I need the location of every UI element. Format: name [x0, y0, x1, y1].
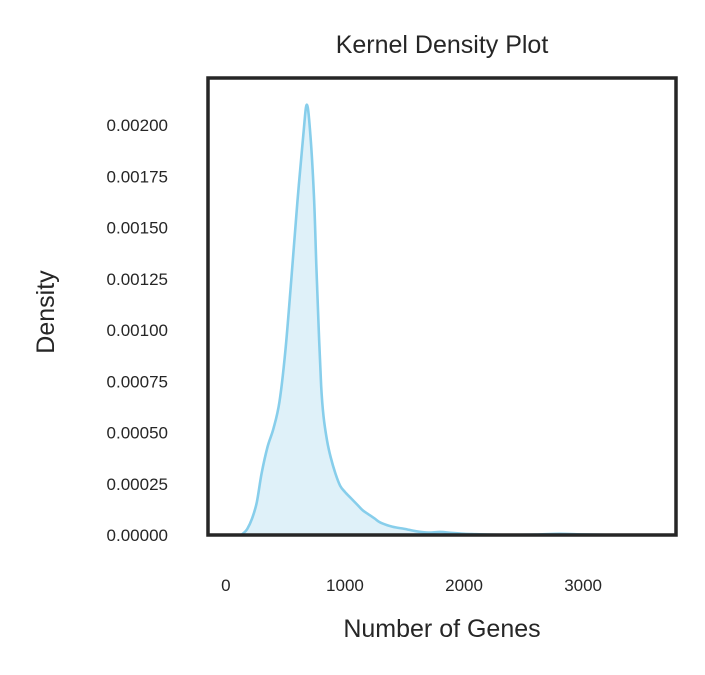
density-fill-area	[241, 104, 643, 535]
y-tick-label: 0.00050	[107, 424, 168, 443]
plot-frame	[206, 76, 678, 537]
y-tick-label: 0.00000	[107, 526, 168, 545]
x-axis-label: Number of Genes	[343, 615, 540, 643]
x-tick-label: 0	[221, 576, 230, 595]
y-tick-label: 0.00075	[107, 372, 168, 391]
y-tick-label: 0.00150	[107, 219, 168, 238]
x-tick-labels: 0 1000 2000 3000	[221, 576, 602, 595]
y-axis-label: Density	[32, 270, 60, 354]
plot-area	[240, 103, 643, 537]
y-tick-label: 0.00175	[107, 167, 168, 186]
y-tick-label: 0.00100	[107, 321, 168, 340]
x-tick-label: 1000	[326, 576, 364, 595]
chart-title: Kernel Density Plot	[336, 31, 549, 59]
x-tick-label: 3000	[564, 576, 602, 595]
y-tick-label: 0.00200	[107, 116, 168, 135]
x-tick-label: 2000	[445, 576, 483, 595]
y-tick-label: 0.00025	[107, 475, 168, 494]
y-tick-label: 0.00125	[107, 270, 168, 289]
y-tick-labels: 0.00000 0.00025 0.00050 0.00075 0.00100 0.001…	[107, 116, 168, 545]
